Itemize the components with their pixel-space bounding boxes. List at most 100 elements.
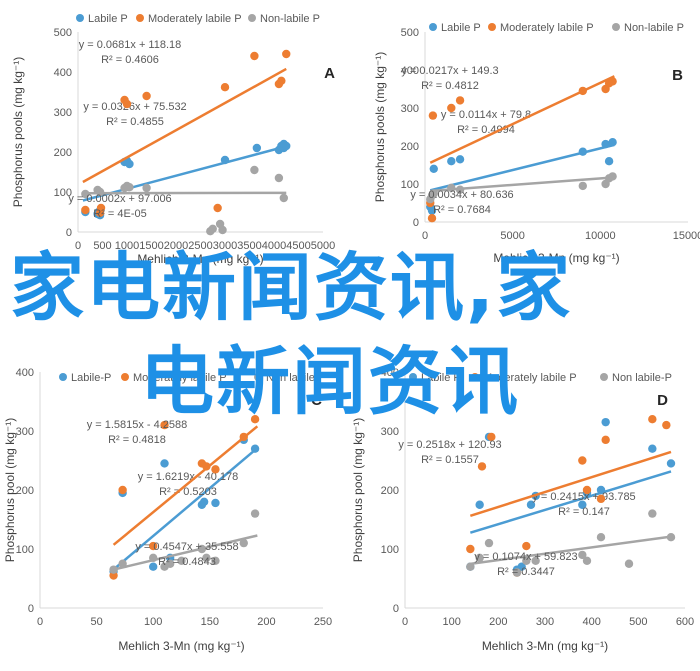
panel-d-x-axis-title: Mehlich 3-Mn (mg kg⁻¹) (482, 639, 608, 653)
panel-d-point-non (466, 562, 475, 571)
panel-d-y-tick-label: 0 (393, 603, 399, 615)
panel-b-point-labile (427, 206, 437, 215)
panel-a-y-tick-label: 0 (66, 227, 72, 239)
panel-a-point-moderately (277, 76, 286, 86)
panel-a-legend-marker-moderately (136, 14, 144, 22)
panel-b-equation-moderately: y = 0.0217x + 149.3 (401, 65, 498, 77)
panel-b-x-tick-label: 10000 (585, 230, 616, 242)
panel-d-point-non (512, 568, 522, 577)
panel-a-point-moderately (220, 83, 230, 92)
panel-c-point-labile (250, 444, 260, 453)
panel-c-legend-marker-non (254, 373, 262, 381)
panel-b-point-moderately (455, 96, 465, 105)
panel-d-equation-labile: y = 0.2415x + 93.785 (532, 491, 635, 503)
panel-a-point-labile (220, 155, 230, 165)
panel-c-point-moderately (250, 415, 260, 424)
panel-c-point-moderately (109, 571, 118, 580)
panel-d-legend-marker-moderately (471, 373, 479, 381)
panel-a-legend-label-labile: Labile P (88, 13, 128, 25)
panel-a-y-tick-label: 100 (54, 187, 72, 199)
panel-a-point-non (142, 183, 151, 193)
panel-a-y-tick-label: 400 (54, 67, 72, 79)
panel-d-point-moderately (466, 544, 475, 554)
panel-c-point-moderately (202, 462, 211, 471)
panel-a-legend-label-non: Non-labile P (260, 13, 320, 25)
panel-b-point-labile (429, 164, 438, 173)
panel-d-y-tick-label: 300 (381, 426, 399, 438)
panel-b-point-labile (604, 157, 614, 166)
panel-d-point-non (475, 553, 484, 563)
panel-a-r2-labile: R² = 0.4855 (106, 116, 164, 128)
panel-d-r2-labile: R² = 0.147 (558, 506, 610, 518)
panel-c-equation-labile: y = 1.6219x - 40.178 (138, 471, 239, 483)
panel-a-y-tick-label: 300 (54, 107, 72, 119)
panel-a-y-tick-label: 200 (54, 147, 72, 159)
panel-a-point-moderately (282, 49, 291, 59)
panel-d-point-labile (526, 500, 536, 509)
panel-c-point-non (165, 559, 175, 568)
panel-d-x-tick-label: 200 (489, 616, 507, 628)
panel-c-y-tick-label: 0 (28, 603, 34, 615)
panel-d-point-moderately (662, 420, 671, 430)
panel-c-legend-label-moderately: Moderately labile P (133, 372, 227, 384)
panel-d-r2-non: R² = 0.3447 (497, 566, 555, 578)
panel-d-y-tick-label: 400 (381, 367, 399, 379)
panel-c-point-non (250, 509, 260, 518)
panel-b-y-axis-title: Phosphorus pools (mg kg⁻¹) (373, 52, 387, 202)
panel-c-point-labile (160, 459, 169, 468)
panel-a-point-moderately (142, 91, 151, 101)
panel-d-point-labile (517, 562, 526, 571)
panel-d-series-non: y = 0.1074x + 59.823 R² = 0.3447 (466, 509, 676, 578)
panel-d-series-moderately: y = 0.2518x + 120.93 R² = 0.1557 (398, 415, 672, 577)
panel-c-series-non: y = 0.4547x + 35.558 R² = 0.4843 (109, 509, 260, 574)
panel-b-legend-label-non: Non-labile P (624, 22, 684, 34)
panel-a-r2-non: R² = 4E-05 (93, 208, 147, 220)
panel-b-r2-non: R² = 0.7684 (433, 204, 491, 216)
panel-d-point-moderately (648, 415, 657, 424)
panel-c-point-moderately (211, 465, 220, 474)
panel-a-equation-moderately: y = 0.0681x + 118.18 (79, 39, 182, 51)
panel-a-point-non (125, 183, 134, 192)
panel-b-y-tick-label: 400 (401, 65, 419, 77)
panel-c-point-non (197, 544, 207, 554)
panel-b-point-moderately (428, 111, 438, 120)
panel-d-y-axis-title: Phosphorus pool (mg kg⁻¹) (351, 418, 365, 562)
panel-a-y-axis-title: Phosphorus pools (mg kg⁻¹) (11, 57, 25, 207)
panel-c-x-tick-label: 0 (37, 616, 43, 628)
panel-c-trendline-moderately (112, 425, 259, 546)
panel-d-point-moderately (477, 462, 487, 471)
panel-d-legend-label-moderately: Moderately labile P (483, 372, 577, 384)
panel-b-point-labile (608, 138, 617, 147)
panel-a-x-tick-label: 1500 (139, 240, 163, 252)
panel-d-point-non (666, 533, 676, 542)
panel-d-point-non (531, 556, 540, 565)
panel-c-x-axis-title: Mehlich 3-Mn (mg kg⁻¹) (118, 639, 244, 653)
panel-b-point-moderately (608, 77, 617, 86)
panel-c-series-labile: y = 1.6219x - 40.178 R² = 0.5203 (109, 435, 260, 576)
panel-d-point-non (648, 509, 657, 518)
panel-c-point-labile (199, 497, 209, 506)
panel-b-x-tick-label: 0 (422, 230, 428, 242)
panel-b-point-labile (601, 139, 610, 149)
panel-d-point-non (522, 556, 531, 565)
panel-b-y-tick-label: 300 (401, 103, 419, 115)
panel-a-point-labile (252, 143, 262, 153)
panel-c-point-moderately (118, 485, 127, 495)
panel-c-x-tick-label: 100 (144, 616, 162, 628)
panel-d-y-tick-label: 200 (381, 485, 399, 497)
panel-d-point-labile (648, 444, 657, 453)
panel-d-x-tick-label: 100 (442, 616, 460, 628)
panel-c-trendline-labile (112, 447, 259, 571)
panel-a-point-moderately (122, 99, 132, 109)
panel-c-point-moderately (149, 541, 158, 551)
panel-b-y-tick-label: 0 (413, 217, 419, 229)
panel-d-point-moderately (582, 485, 592, 495)
panel-c-x-tick-label: 250 (314, 616, 332, 628)
panel-d-x-tick-label: 400 (582, 616, 600, 628)
panel-a-point-moderately (213, 203, 222, 213)
panel-c-point-moderately (160, 420, 169, 430)
panel-a-point-moderately (250, 51, 259, 61)
panel-b-point-non (429, 189, 438, 198)
